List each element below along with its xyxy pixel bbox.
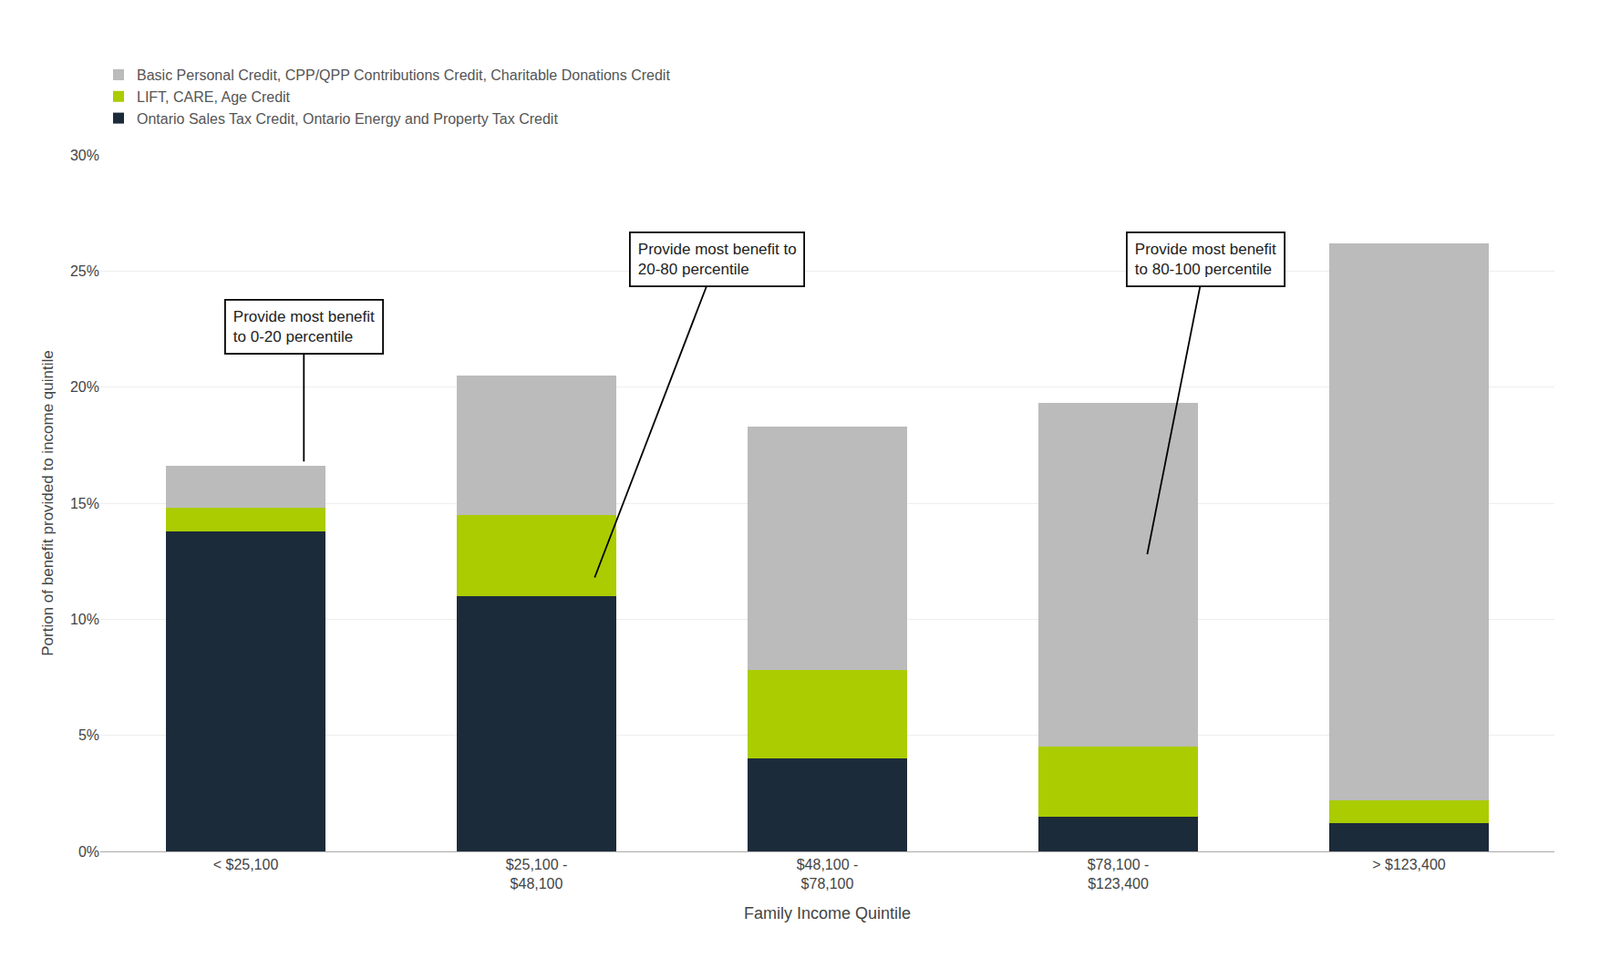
- svg-text:Provide most benefitto 80-100: Provide most benefitto 80-100 percentile: [1135, 240, 1277, 279]
- svg-text:10%: 10%: [70, 611, 100, 628]
- svg-text:25%: 25%: [70, 263, 100, 279]
- svg-text:5%: 5%: [78, 727, 100, 744]
- svg-text:Ontario Sales Tax Credit, Onta: Ontario Sales Tax Credit, Ontario Energy…: [136, 111, 558, 127]
- svg-text:< $25,100: < $25,100: [213, 856, 279, 873]
- svg-text:> $123,400: > $123,400: [1372, 856, 1446, 873]
- svg-text:$78,100 -$123,400: $78,100 -$123,400: [1087, 856, 1150, 892]
- svg-text:30%: 30%: [70, 147, 100, 164]
- svg-text:$48,100 -$78,100: $48,100 -$78,100: [796, 856, 859, 892]
- svg-text:LIFT, CARE, Age Credit: LIFT, CARE, Age Credit: [136, 89, 291, 105]
- svg-text:0%: 0%: [78, 844, 100, 860]
- svg-text:Portion of benefit provided to: Portion of benefit provided to income qu…: [39, 350, 57, 656]
- svg-text:20%: 20%: [70, 379, 100, 395]
- svg-text:$25,100 -$48,100: $25,100 -$48,100: [505, 856, 568, 892]
- svg-text:15%: 15%: [70, 495, 100, 512]
- svg-text:Basic Personal Credit, CPP/QPP: Basic Personal Credit, CPP/QPP Contribut…: [136, 67, 671, 83]
- svg-text:Family Income Quintile: Family Income Quintile: [743, 904, 911, 923]
- svg-text:Provide most benefit to20-80 p: Provide most benefit to20-80 percentile: [638, 240, 797, 279]
- svg-text:Provide most benefitto 0-20 pe: Provide most benefitto 0-20 percentile: [233, 308, 375, 346]
